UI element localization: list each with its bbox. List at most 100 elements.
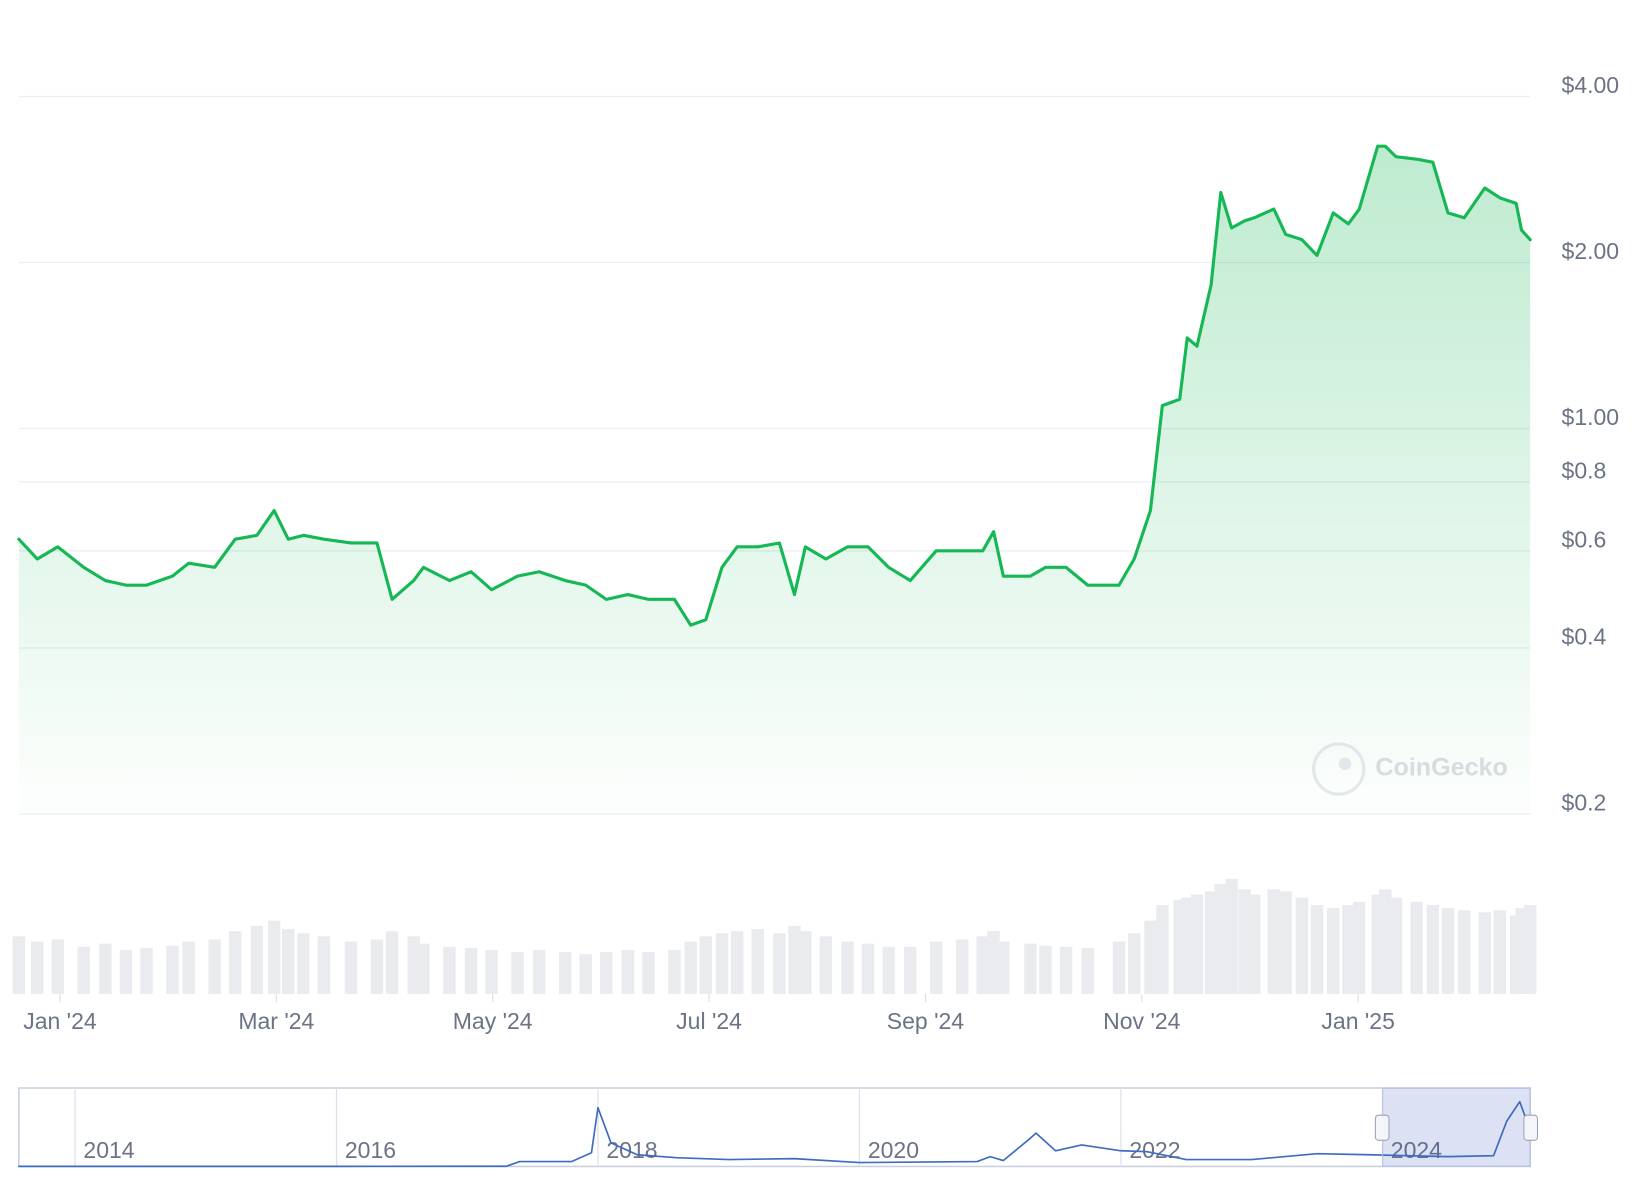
volume-bar xyxy=(1353,901,1366,994)
x-tick-label: Jan '25 xyxy=(1321,1008,1394,1034)
volume-bar xyxy=(417,943,430,994)
volume-bar xyxy=(715,933,729,994)
volume-bar xyxy=(1267,889,1281,994)
x-tick-label: Sep '24 xyxy=(887,1008,964,1034)
volume-bar xyxy=(208,939,221,994)
nav-year-label: 2024 xyxy=(1391,1137,1442,1163)
volume-bar xyxy=(621,949,635,994)
volume-bar xyxy=(12,936,26,994)
volume-bar xyxy=(1238,889,1251,994)
volume-bar xyxy=(1279,891,1292,994)
volume-bar xyxy=(1295,897,1309,994)
volume-bar xyxy=(1523,904,1537,994)
volume-bar xyxy=(788,925,801,994)
volume-bar xyxy=(882,946,895,994)
volume-bar xyxy=(51,939,64,994)
volume-bar xyxy=(30,941,44,994)
watermark: CoinGecko xyxy=(1312,742,1508,796)
volume-bar xyxy=(1410,901,1423,994)
volume-bar xyxy=(668,949,681,994)
nav-year-label: 2020 xyxy=(868,1137,919,1163)
volume-bar xyxy=(841,941,854,994)
volume-bar xyxy=(1127,933,1141,994)
price-area xyxy=(18,146,1531,814)
volume-bar xyxy=(464,947,478,994)
nav-year-label: 2018 xyxy=(606,1137,657,1163)
y-tick-label: $0.4 xyxy=(1562,624,1607,650)
volume-bar xyxy=(642,952,655,994)
volume-bar xyxy=(579,954,592,994)
volume-bar xyxy=(344,941,358,994)
volume-bar xyxy=(987,931,1000,994)
volume-bar xyxy=(1378,889,1392,994)
volume-bar xyxy=(997,941,1010,994)
volume-bar xyxy=(140,947,153,994)
price-line xyxy=(17,144,1532,627)
volume-bar xyxy=(1389,897,1403,994)
y-tick-label: $2.00 xyxy=(1562,238,1620,264)
volume-bar xyxy=(1310,904,1324,994)
y-tick-label: $1.00 xyxy=(1562,404,1620,430)
volume-bar xyxy=(1112,941,1126,994)
volume-bar xyxy=(1156,904,1169,994)
volume-bar xyxy=(1426,904,1440,994)
volume-bar xyxy=(1190,894,1204,994)
volume-bar xyxy=(532,949,546,994)
volume-bar xyxy=(684,941,697,994)
volume-bar xyxy=(1225,878,1238,994)
volume-bar xyxy=(370,939,384,994)
navigator-handle[interactable] xyxy=(1523,1114,1539,1141)
volume-bar xyxy=(1144,920,1157,994)
volume-bar xyxy=(281,929,295,994)
volume-bar xyxy=(1204,891,1218,994)
volume-bar xyxy=(1342,904,1355,994)
volume-bar xyxy=(250,925,264,994)
x-tick-label: Jan '24 xyxy=(23,1008,97,1034)
volume-bar xyxy=(511,952,524,994)
volume-bar xyxy=(976,936,989,994)
volume-bar xyxy=(1181,897,1194,994)
volume-bar xyxy=(443,946,456,994)
volume-bar xyxy=(1248,894,1261,994)
volume-bar xyxy=(407,936,420,994)
volume-bar xyxy=(799,931,812,994)
volume-bar xyxy=(317,936,331,994)
volume-bar xyxy=(267,920,281,994)
volume-bar xyxy=(166,945,179,994)
x-tick-label: Jul '24 xyxy=(676,1008,742,1034)
watermark-text: CoinGecko xyxy=(1375,754,1507,782)
volume-bar xyxy=(1214,884,1227,994)
volume-bar xyxy=(600,952,613,994)
volume-bar xyxy=(1039,945,1052,994)
volume-bar xyxy=(228,931,242,994)
navigator-handle[interactable] xyxy=(1374,1114,1390,1141)
volume-bar xyxy=(730,931,744,994)
volume-bar xyxy=(77,946,90,994)
volume-bar xyxy=(861,943,875,994)
x-tick-label: Nov '24 xyxy=(1103,1008,1180,1034)
volume-bar xyxy=(773,933,786,994)
volume-bar xyxy=(955,939,969,994)
volume-bar xyxy=(819,936,833,994)
volume-bar xyxy=(1327,908,1340,994)
y-tick-label: $4.00 xyxy=(1562,72,1620,98)
volume-bar xyxy=(1081,947,1094,994)
x-tick-label: Mar '24 xyxy=(238,1008,314,1034)
volume-bar xyxy=(1478,912,1491,994)
volume-bar xyxy=(297,933,310,994)
volume-bar xyxy=(751,929,764,994)
volume-bar xyxy=(699,936,713,994)
nav-year-label: 2014 xyxy=(83,1137,134,1163)
navigator-line xyxy=(17,1100,1532,1168)
volume-bar xyxy=(485,949,498,994)
nav-year-label: 2016 xyxy=(345,1137,396,1163)
volume-bar xyxy=(1024,943,1037,994)
nav-year-label: 2022 xyxy=(1129,1137,1180,1163)
navigator-selection[interactable] xyxy=(1382,1087,1531,1167)
y-tick-label: $0.2 xyxy=(1562,790,1607,816)
volume-bar xyxy=(558,952,572,994)
volume-bar xyxy=(182,941,195,994)
volume-bar xyxy=(904,946,917,994)
volume-bar xyxy=(99,943,112,994)
